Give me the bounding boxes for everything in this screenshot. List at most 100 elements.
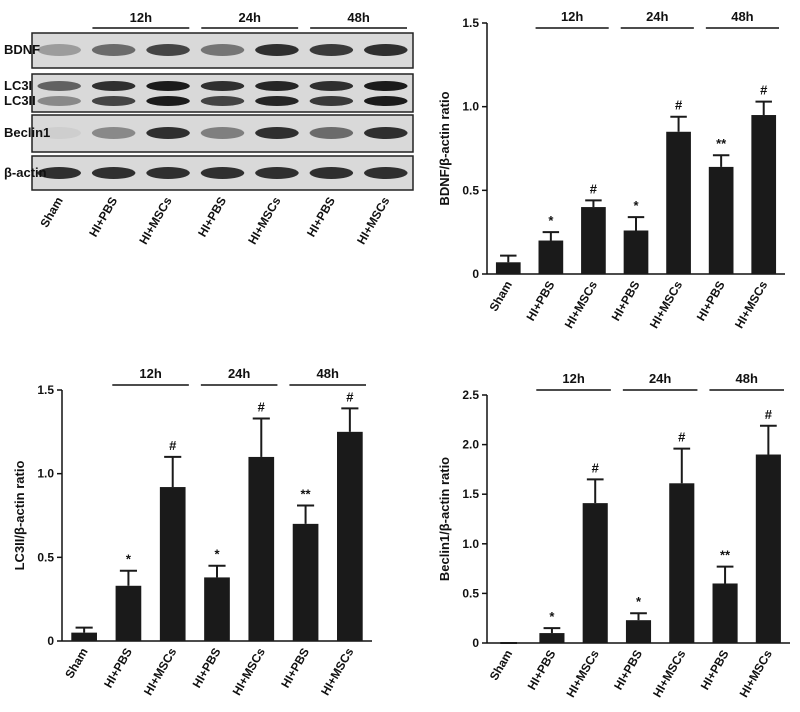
blot-band (37, 127, 81, 139)
y-tick-label: 2.0 (462, 438, 479, 452)
significance-mark: * (636, 594, 642, 609)
bar (669, 483, 695, 643)
significance-mark: # (258, 399, 266, 414)
blot-band (200, 44, 245, 56)
blot-row-label: Beclin1 (4, 125, 50, 140)
significance-mark: * (633, 198, 639, 213)
y-tick-label: 1.5 (37, 383, 54, 397)
group-label: 12h (561, 9, 583, 24)
y-tick-label: 1.0 (462, 537, 479, 551)
y-axis-title: LC3II/β-actin ratio (12, 461, 27, 571)
blot-band (364, 44, 408, 56)
blot-band (309, 81, 354, 91)
significance-mark: * (548, 213, 554, 228)
x-tick-label: HI+PBS (694, 279, 728, 324)
y-axis-title: BDNF/β-actin ratio (437, 91, 452, 205)
group-label: 24h (646, 9, 668, 24)
bar (71, 632, 97, 641)
blot-band (200, 167, 245, 179)
blot-band (309, 127, 354, 139)
blot-band (146, 167, 190, 179)
group-label: 48h (317, 366, 339, 381)
y-tick-label: 0.5 (462, 586, 479, 600)
x-tick-label: Sham (487, 648, 515, 683)
blot-band (200, 127, 245, 139)
bar (495, 262, 521, 274)
bar (708, 166, 734, 274)
x-tick-label: HI+PBS (525, 648, 559, 693)
group-label: 24h (239, 10, 261, 25)
x-tick-label: HI+MSCs (562, 278, 600, 331)
significance-mark: * (214, 547, 220, 562)
y-tick-label: 0 (472, 636, 479, 650)
blot-band (146, 81, 190, 91)
blot-band (146, 44, 190, 56)
y-tick-label: 0 (47, 634, 54, 648)
lane-label: HI+PBS (86, 195, 120, 240)
group-label: 12h (139, 366, 161, 381)
significance-mark: # (675, 98, 683, 113)
x-tick-label: HI+MSCs (737, 647, 775, 700)
lane-label: HI+MSCs (245, 194, 283, 247)
x-tick-label: HI+PBS (523, 279, 557, 324)
group-label: 48h (731, 9, 753, 24)
bar (623, 230, 649, 274)
y-tick-label: 1.0 (37, 467, 54, 481)
x-tick-label: HI+MSCs (141, 645, 179, 698)
blot-band (91, 127, 136, 139)
bar (159, 487, 186, 641)
blot-band (91, 44, 136, 56)
blot-band (91, 167, 136, 179)
group-label: 24h (649, 371, 671, 386)
group-label: 48h (347, 10, 369, 25)
blot-band (146, 96, 190, 106)
significance-mark: ** (716, 136, 727, 151)
blot-band (91, 96, 136, 106)
lane-label: HI+PBS (195, 195, 229, 240)
blot-band (37, 81, 81, 91)
blot-band (309, 167, 354, 179)
x-tick-label: Sham (62, 646, 90, 681)
blot-panel (31, 73, 414, 113)
blot-row-label: β-actin (4, 165, 47, 180)
x-tick-label: HI+PBS (278, 646, 312, 691)
bar (581, 207, 606, 274)
significance-mark: # (765, 407, 773, 422)
x-tick-label: Sham (486, 279, 514, 314)
bar (292, 523, 319, 641)
blot-band (200, 96, 245, 106)
x-tick-label: HI+MSCs (564, 647, 602, 700)
lane-label: HI+MSCs (354, 194, 392, 247)
x-tick-label: HI+MSCs (230, 645, 268, 698)
bar (712, 583, 738, 643)
blot-band (255, 127, 299, 139)
x-tick-label: HI+PBS (190, 646, 224, 691)
significance-mark: ** (301, 486, 312, 501)
x-tick-label: HI+MSCs (732, 278, 770, 331)
y-tick-label: 0 (472, 267, 479, 281)
significance-mark: # (346, 389, 354, 404)
group-label: 12h (130, 10, 152, 25)
blot-row-label: BDNF (4, 42, 40, 57)
x-tick-label: HI+MSCs (650, 647, 688, 700)
bar (204, 577, 230, 641)
bar (248, 456, 275, 641)
significance-mark: # (169, 438, 177, 453)
blot-row-label: LC3I (4, 78, 32, 93)
blot-row-label: LC3II (4, 93, 36, 108)
x-tick-label: HI+PBS (609, 279, 643, 324)
blot-band (37, 44, 81, 56)
y-tick-label: 0.5 (462, 183, 479, 197)
x-tick-label: HI+PBS (611, 648, 645, 693)
x-tick-label: HI+PBS (101, 646, 135, 691)
blot-band (255, 44, 299, 56)
bar (582, 503, 608, 643)
y-tick-label: 2.5 (462, 388, 479, 402)
blot-band (255, 167, 299, 179)
y-tick-label: 1.5 (462, 487, 479, 501)
y-tick-label: 1.5 (462, 16, 479, 30)
bar (625, 620, 652, 643)
blot-band (37, 96, 81, 106)
blot-band (364, 96, 408, 106)
